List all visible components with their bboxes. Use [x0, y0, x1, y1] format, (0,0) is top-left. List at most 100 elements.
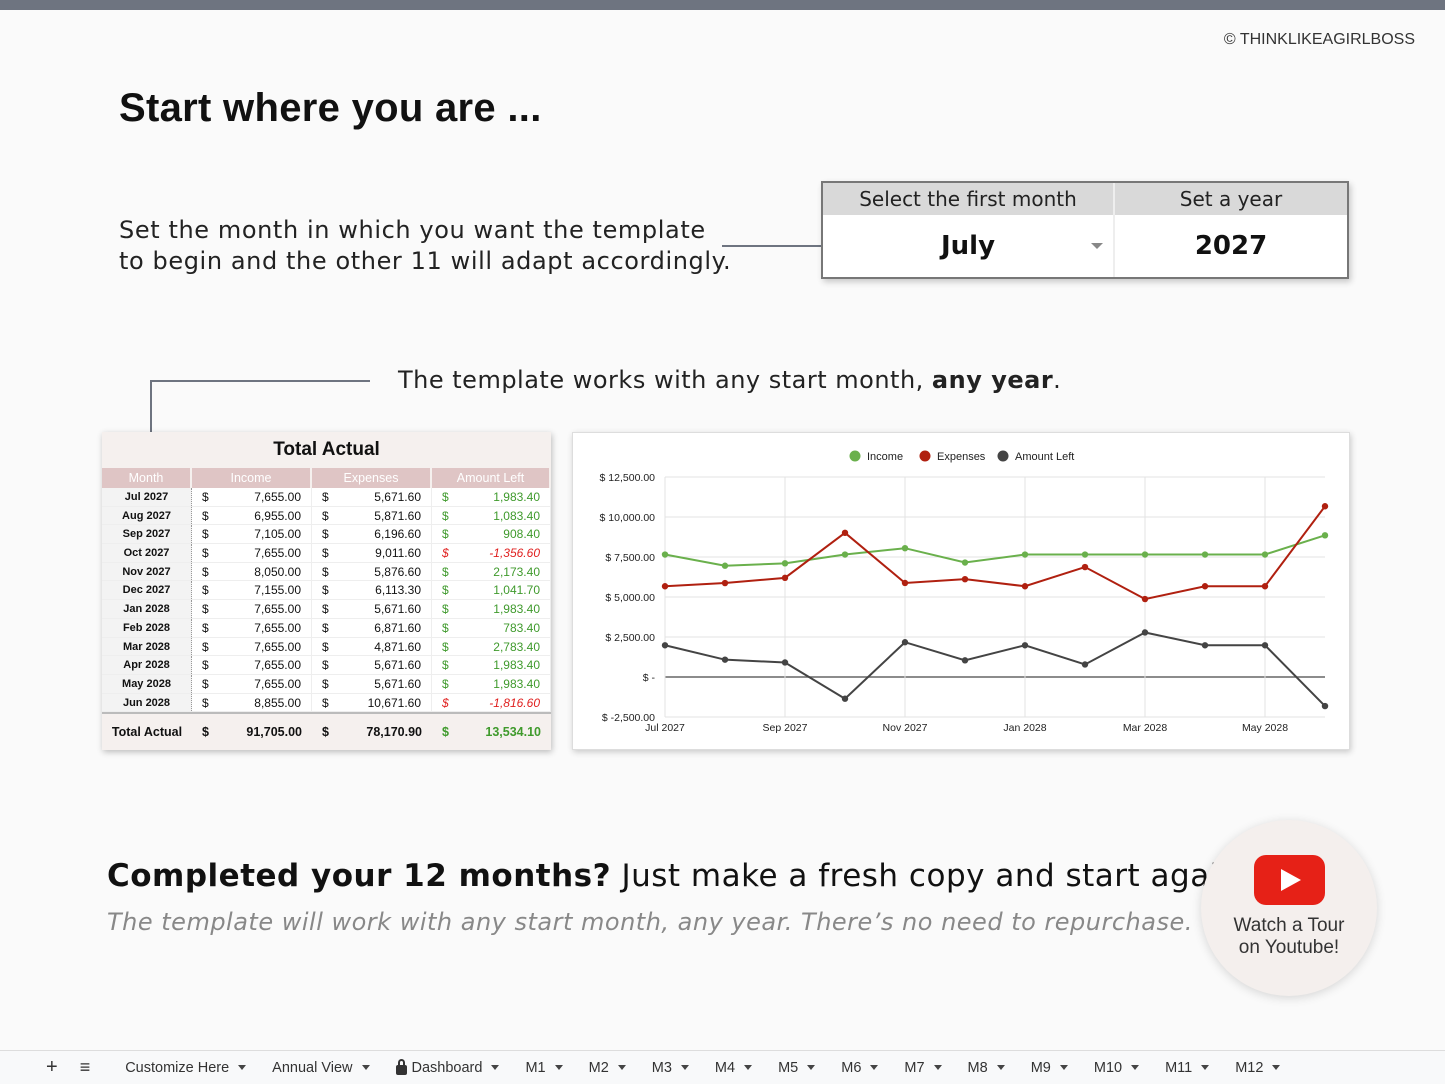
month-dropdown[interactable]: July	[823, 215, 1113, 277]
data-point	[1261, 551, 1269, 558]
description-line: to begin and the other 11 will adapt acc…	[119, 247, 732, 275]
table-row: May 2028 $7,655.00 $5,671.60 $1,983.40	[102, 674, 551, 694]
data-point	[901, 639, 909, 646]
amount-left-cell: $ -1,356.60	[432, 544, 551, 562]
sheet-tab[interactable]: M9	[1031, 1060, 1068, 1076]
currency: $	[202, 620, 209, 635]
description: Set the month in which you want the temp…	[119, 215, 731, 277]
sheet-tab[interactable]: M11	[1165, 1059, 1210, 1076]
data-point	[1141, 551, 1149, 558]
sheet-tab[interactable]: M2	[589, 1060, 626, 1076]
expenses-value: 10,671.60	[367, 695, 421, 710]
chevron-down-icon	[807, 1065, 816, 1070]
data-point	[1261, 642, 1269, 649]
month-cell: Jan 2028	[102, 600, 192, 618]
data-point	[781, 574, 789, 582]
data-point	[1081, 551, 1089, 558]
table-row: Apr 2028 $7,655.00 $5,671.60 $1,983.40	[102, 656, 551, 675]
sheet-tab[interactable]: M12	[1235, 1060, 1281, 1076]
table-title: Total Actual	[273, 439, 380, 460]
sheet-tab[interactable]: M8	[968, 1060, 1005, 1076]
data-point	[1321, 532, 1329, 539]
data-point	[721, 656, 729, 663]
currency: $	[322, 695, 329, 710]
table-body: Jul 2027 $7,655.00 $5,671.60 $1,983.40 Au…	[102, 488, 551, 713]
total-actual-table: Total Actual Month Income Expenses Amoun…	[102, 432, 551, 750]
dropdown-arrow-icon[interactable]	[1091, 243, 1103, 249]
sheet-tab[interactable]: M10	[1093, 1059, 1140, 1076]
income-value: 7,655.00	[254, 620, 301, 635]
sheet-tab-label: M11	[1165, 1059, 1193, 1076]
month-cell: Feb 2028	[102, 618, 192, 637]
month-cell: Mar 2028	[102, 637, 192, 656]
expenses-cell: $6,871.60	[312, 618, 432, 637]
chevron-down-icon	[491, 1065, 500, 1070]
col-amount-left: Amount Left	[432, 468, 551, 488]
expenses-value: 6,871.60	[374, 620, 421, 635]
amount-left-value: -1,816.60	[489, 695, 540, 710]
expenses-value: 5,671.60	[374, 602, 421, 617]
month-cell: Aug 2027	[102, 506, 192, 525]
sheet-tab[interactable]: M6	[841, 1060, 879, 1076]
sheet-tab[interactable]: M7	[904, 1060, 942, 1076]
currency: $	[442, 639, 449, 654]
sheet-tab[interactable]: M1	[525, 1060, 563, 1076]
total-label: Total Actual	[111, 725, 183, 740]
data-point	[1141, 595, 1149, 603]
all-sheets-menu-icon[interactable]: ≡	[79, 1057, 91, 1077]
sheet-tab-label: M10	[1093, 1059, 1123, 1076]
line-chart: $ 12,500.00 $ 10,000.00 $ 7,500.00 $ 5,000.…	[572, 432, 1350, 750]
y-tick-label: $ 5,000.00	[605, 592, 655, 604]
data-point	[1201, 583, 1209, 590]
total-row: Total Actual $91,705.00 $78,170.90 $13,5…	[102, 712, 551, 750]
data-point	[1321, 702, 1329, 710]
currency: $	[202, 508, 209, 523]
currency: $	[322, 620, 329, 635]
income-value: 7,655.00	[254, 639, 301, 654]
amount-left-cell: $2,783.40	[432, 637, 551, 656]
total-income: 91,705.00	[246, 725, 302, 740]
add-sheet-button[interactable]: +	[46, 1056, 58, 1078]
currency: $	[442, 658, 449, 673]
expenses-value: 4,871.60	[374, 639, 421, 654]
sheet-tab[interactable]: M5	[778, 1060, 816, 1076]
data-point	[661, 551, 669, 558]
chevron-down-icon	[933, 1065, 942, 1070]
sheet-tab-label: M4	[714, 1059, 736, 1076]
currency: $	[322, 676, 329, 691]
legend-marker	[997, 450, 1009, 462]
currency: $	[322, 527, 329, 542]
data-point	[1081, 661, 1089, 668]
sheet-tab-label: M3	[651, 1059, 672, 1076]
currency: $	[322, 564, 329, 579]
income-cell: $7,655.00	[192, 488, 312, 506]
data-point	[781, 560, 789, 567]
data-point	[961, 657, 969, 664]
amount-left-value: 2,173.40	[493, 564, 540, 579]
youtube-tour-button[interactable]: Watch a Tour on Youtube!	[1201, 820, 1377, 996]
currency: $	[442, 564, 449, 579]
completed-subtext: The template will work with any start mo…	[107, 908, 1193, 936]
data-point	[1021, 551, 1029, 558]
month-cell: Nov 2027	[102, 562, 192, 581]
youtube-line: on Youtube!	[1238, 937, 1340, 958]
year-input[interactable]: 2027	[1194, 231, 1268, 261]
sheet-tab[interactable]: M3	[652, 1060, 689, 1076]
sheet-tab[interactable]: Annual View	[272, 1060, 370, 1076]
currency: $	[322, 658, 329, 673]
currency: $	[322, 490, 329, 504]
currency: $	[322, 583, 329, 598]
amount-left-cell: $1,983.40	[432, 600, 551, 618]
sheet-tab[interactable]: M4	[714, 1059, 753, 1076]
completed-bold: Completed your 12 months?	[107, 858, 612, 894]
income-cell: $7,655.00	[192, 674, 312, 693]
currency: $	[442, 508, 449, 523]
expenses-value: 5,671.60	[374, 490, 421, 504]
amount-left-cell: $783.40	[432, 618, 551, 637]
expenses-cell: $5,871.60	[312, 506, 432, 525]
sheet-tab[interactable]: Customize Here	[125, 1060, 247, 1076]
sheet-tab[interactable]: Dashboard	[395, 1059, 500, 1076]
chevron-down-icon	[1201, 1065, 1210, 1070]
completed-heading: Completed your 12 months? Just make a fr…	[107, 858, 1249, 894]
y-tick-label: $ -2,500.00	[602, 712, 655, 724]
